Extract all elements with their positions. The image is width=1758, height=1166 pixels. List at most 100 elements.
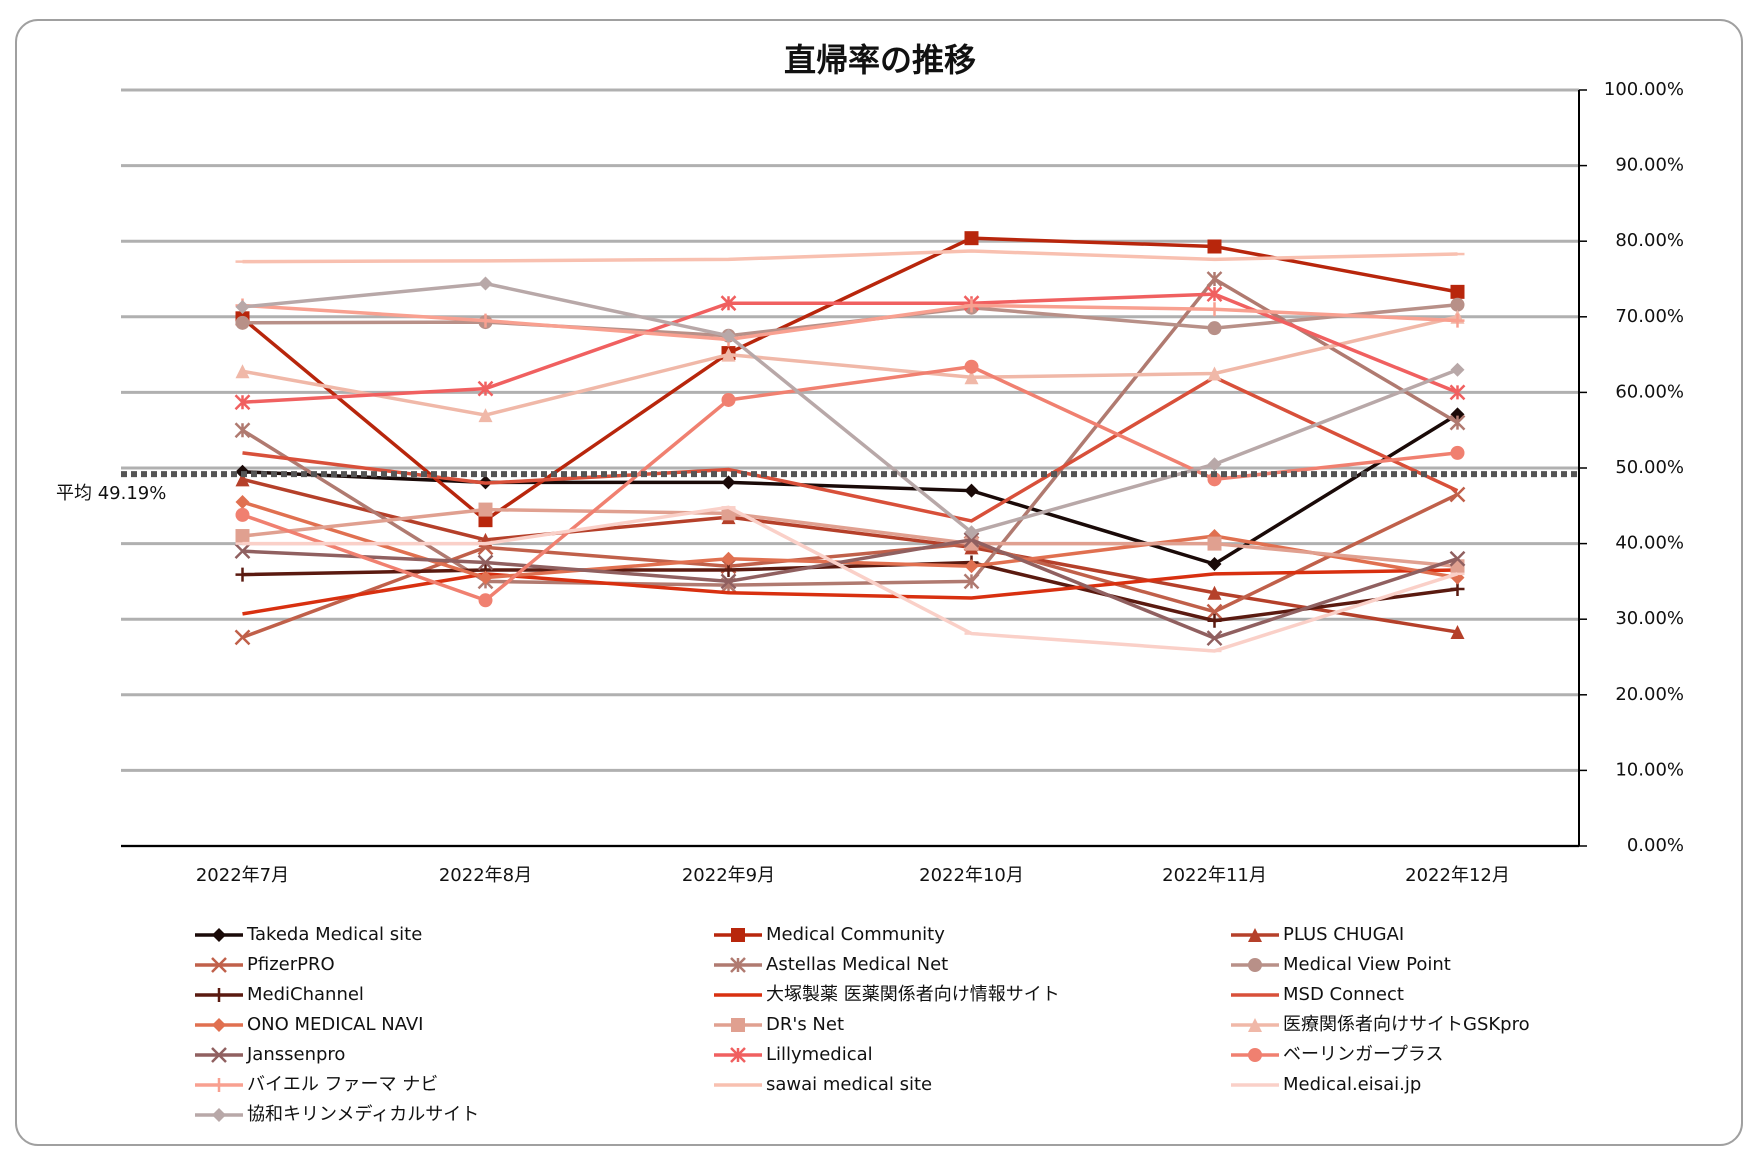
marker-shape — [964, 559, 979, 574]
marker-shape — [478, 313, 493, 328]
legend-label: 協和キリンメディカルサイト — [247, 1104, 479, 1125]
marker-shape — [477, 554, 494, 571]
marker-shape — [731, 1018, 745, 1032]
marker-shape — [1450, 445, 1465, 460]
legend-label: Takeda Medical site — [246, 924, 422, 945]
marker-shape — [1248, 1018, 1262, 1032]
marker-shape — [234, 629, 251, 646]
point-marker — [211, 957, 227, 973]
y-tick-label: 60.00% — [1615, 381, 1684, 402]
series-line — [241, 492, 1459, 639]
marker-shape — [1248, 1048, 1262, 1062]
marker-shape — [211, 1047, 227, 1063]
point-marker — [478, 313, 493, 328]
marker-shape — [730, 957, 746, 973]
point-marker — [730, 1047, 746, 1063]
point-marker — [720, 573, 737, 590]
point-marker — [1207, 239, 1222, 254]
marker-shape — [1449, 384, 1466, 401]
y-tick-label: 0.00% — [1627, 835, 1684, 856]
point-marker — [477, 380, 494, 397]
legend-label: Medical Community — [766, 924, 945, 945]
point-marker — [1449, 414, 1466, 431]
legend-label: 大塚製薬 医薬関係者向け情報サイト — [766, 984, 1060, 1005]
point-marker — [1450, 362, 1465, 377]
marker-shape — [1450, 625, 1465, 640]
series-line — [241, 276, 1459, 587]
series-line — [242, 412, 1459, 566]
x-tick-label: 2022年8月 — [439, 865, 532, 886]
marker-shape — [1248, 958, 1262, 972]
marker-shape — [478, 502, 493, 517]
marker-shape — [964, 359, 979, 374]
point-marker — [235, 299, 250, 314]
point-marker — [1450, 297, 1465, 312]
series-line — [242, 505, 1459, 653]
y-tick-label: 40.00% — [1615, 533, 1684, 554]
marker-shape — [1248, 928, 1262, 942]
marker-shape — [964, 483, 979, 498]
legend-label: バイエル ファーマ ナビ — [247, 1074, 438, 1095]
legend-label: Lillymedical — [766, 1044, 873, 1065]
point-marker — [721, 392, 736, 407]
point-marker — [721, 328, 736, 343]
point-marker — [234, 394, 251, 411]
marker-shape — [1207, 557, 1222, 572]
legend-label: PLUS CHUGAI — [1283, 924, 1404, 945]
point-marker — [1206, 271, 1223, 287]
point-marker — [964, 525, 979, 540]
series-line — [241, 500, 1458, 580]
marker-shape — [1207, 536, 1222, 551]
point-marker — [478, 570, 493, 585]
point-marker — [1449, 384, 1466, 401]
point-marker — [963, 573, 980, 590]
y-tick-label: 100.00% — [1604, 79, 1684, 100]
point-marker — [1207, 613, 1222, 628]
point-marker — [235, 495, 250, 510]
marker-shape — [1207, 613, 1222, 628]
marker-shape — [1207, 585, 1222, 600]
marker-shape — [964, 525, 979, 540]
marker-shape — [211, 957, 227, 973]
marker-shape — [964, 231, 979, 246]
legend-label: Janssenpro — [246, 1044, 345, 1065]
marker-shape — [1207, 302, 1222, 317]
legend-label: 医療関係者向けサイトGSKpro — [1283, 1014, 1530, 1035]
marker-shape — [1206, 630, 1223, 646]
legend-label: Medical View Point — [1283, 954, 1451, 975]
point-marker — [234, 543, 251, 560]
y-tick-label: 80.00% — [1615, 230, 1684, 251]
point-marker — [235, 364, 250, 379]
legend-label: sawai medical site — [766, 1074, 932, 1095]
marker-shape — [235, 567, 250, 582]
y-tick-label: 50.00% — [1615, 457, 1684, 478]
point-marker — [1248, 958, 1262, 972]
legend-label: ONO MEDICAL NAVI — [247, 1014, 423, 1035]
series-line — [242, 281, 1459, 535]
series-line — [242, 477, 1458, 634]
marker-shape — [478, 593, 493, 608]
point-marker — [1206, 630, 1223, 646]
series-line — [242, 560, 1458, 623]
point-marker — [1206, 286, 1223, 303]
point-marker — [234, 629, 251, 646]
marker-shape — [478, 570, 493, 585]
series-line — [242, 315, 1458, 417]
marker-shape — [1450, 284, 1465, 299]
marker-shape — [1206, 286, 1223, 303]
point-marker — [235, 567, 250, 582]
marker-shape — [720, 573, 737, 590]
point-marker — [1206, 603, 1223, 620]
point-marker — [721, 347, 736, 362]
point-marker — [235, 529, 250, 544]
marker-shape — [721, 475, 736, 490]
point-marker — [1207, 321, 1222, 336]
point-marker — [478, 408, 493, 423]
point-marker — [211, 1047, 227, 1063]
marker-shape — [1449, 414, 1466, 431]
x-tick-label: 2022年11月 — [1162, 865, 1267, 886]
marker-shape — [235, 507, 250, 522]
marker-shape — [234, 422, 251, 439]
marker-shape — [212, 1078, 226, 1092]
y-tick-label: 70.00% — [1615, 306, 1684, 327]
